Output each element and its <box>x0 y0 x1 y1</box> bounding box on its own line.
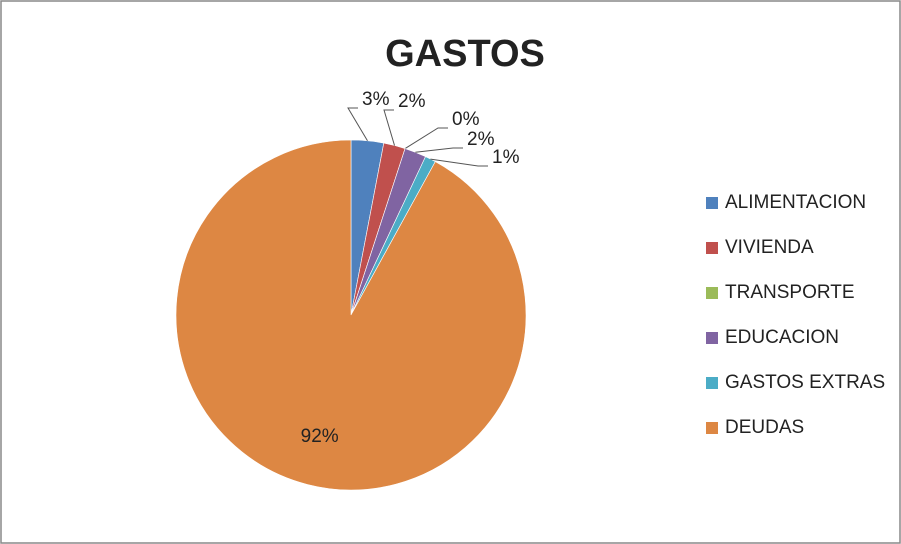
data-label: 0% <box>452 109 480 130</box>
legend-swatch <box>706 242 718 254</box>
leader-line <box>347 107 368 142</box>
leader-line <box>430 158 488 167</box>
pie-slice <box>175 139 527 491</box>
legend-swatch <box>706 332 718 344</box>
legend-swatch <box>706 287 718 299</box>
legend-swatch <box>706 377 718 389</box>
legend-label: ALIMENTACION <box>725 192 866 213</box>
legend-label: GASTOS EXTRAS <box>725 372 885 393</box>
data-label: 2% <box>398 91 426 112</box>
legend-swatch <box>706 422 718 434</box>
leader-line <box>415 147 463 153</box>
data-label: 1% <box>492 147 520 168</box>
data-label: 2% <box>467 129 495 150</box>
legend-label: VIVIENDA <box>725 237 814 258</box>
legend-label: EDUCACION <box>725 327 839 348</box>
leader-line <box>383 109 396 146</box>
data-label: 92% <box>301 426 339 447</box>
leader-line <box>404 127 448 149</box>
legend-swatch <box>706 197 718 209</box>
legend-label: DEUDAS <box>725 417 804 438</box>
data-label: 3% <box>362 89 390 110</box>
chart-title: GASTOS <box>385 33 545 75</box>
legend-label: TRANSPORTE <box>725 282 855 303</box>
